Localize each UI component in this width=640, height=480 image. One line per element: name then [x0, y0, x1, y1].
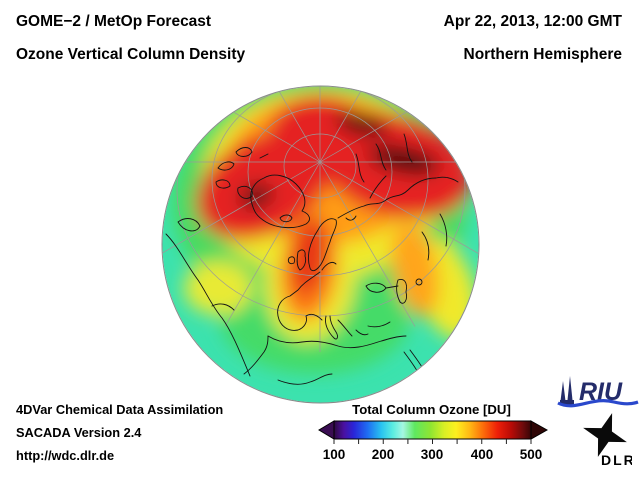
colorbar-legend: Total Column Ozone [DU] 100 200 [315, 402, 548, 463]
header-left: GOME−2 / MetOp Forecast Ozone Vertical C… [16, 13, 245, 64]
colorbar-tick-label: 400 [470, 447, 494, 462]
colorbar-overflow-arrow [530, 420, 548, 440]
colorbar-svg [318, 420, 548, 444]
colorbar-tick-marks [333, 439, 532, 444]
footer-left: 4DVar Chemical Data Assimilation SACADA … [16, 402, 223, 463]
product-title: GOME−2 / MetOp Forecast [16, 13, 212, 30]
dlr-logo-text: DLR [601, 452, 632, 468]
graticule-grid [162, 86, 479, 352]
rhine-wave-icon [557, 399, 639, 408]
wdc-url-label: http://wdc.dlr.de [16, 448, 115, 463]
dlr-logo-svg: DLR [583, 413, 634, 468]
colorbar-tick-label: 500 [519, 447, 543, 462]
coastlines [165, 133, 459, 385]
colorbar-title: Total Column Ozone [DU] [352, 402, 511, 417]
globe-limb-outline [161, 85, 480, 404]
version-label: SACADA Version 2.4 [16, 425, 142, 440]
globe-svg [161, 85, 480, 404]
dlr-logo: DLR [568, 410, 634, 480]
dlr-star-icon [583, 413, 627, 457]
colorbar-tick-labels: 100 200 300 400 500 [315, 447, 548, 463]
riu-logo-svg: RIU [557, 376, 639, 408]
header-right: Apr 22, 2013, 12:00 GMT Northern Hemisph… [444, 13, 622, 64]
riu-logo: RIU [556, 372, 640, 415]
assimilation-label: 4DVar Chemical Data Assimilation [16, 402, 224, 417]
colorbar-tick-label: 300 [420, 447, 444, 462]
globe-map [160, 84, 482, 406]
product-subtitle: Ozone Vertical Column Density [16, 46, 246, 63]
colorbar-tick-label: 100 [322, 447, 346, 462]
colorbar-gradient-bar [333, 420, 532, 440]
ozone-field [172, 86, 478, 374]
colorbar-tick-label: 200 [371, 447, 395, 462]
hemisphere-label: Northern Hemisphere [463, 46, 622, 63]
colorbar-underflow-arrow [318, 420, 335, 440]
datetime-label: Apr 22, 2013, 12:00 GMT [443, 13, 622, 30]
cathedral-icon [560, 376, 574, 405]
